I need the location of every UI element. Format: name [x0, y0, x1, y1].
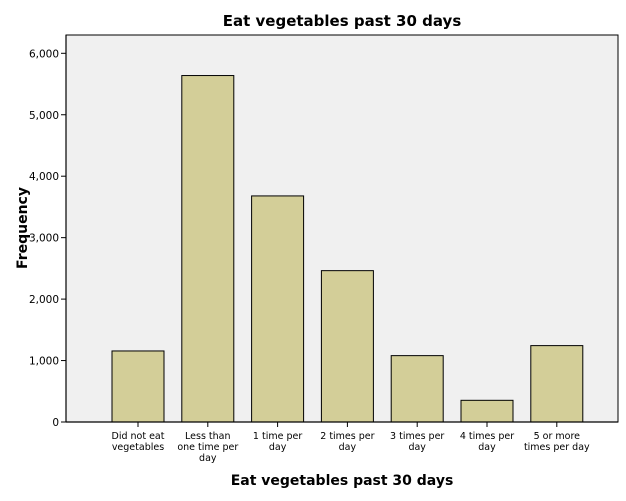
x-tick-label-line: vegetables — [112, 442, 164, 453]
x-tick-label-line: times per day — [524, 442, 590, 453]
x-tick-label: 5 or more times per day — [524, 431, 590, 453]
x-tick-label: Did not eat vegetables — [112, 431, 165, 453]
x-tick-label-line: one time per — [177, 442, 238, 453]
x-tick-label-line: 4 times per — [460, 431, 514, 442]
x-tick-label: 2 times per day — [320, 431, 374, 453]
x-tick-label: 3 times per day — [390, 431, 444, 453]
bar-0 — [111, 350, 165, 423]
bar-5 — [460, 399, 514, 423]
x-tick-label-line: 5 or more — [534, 431, 581, 442]
y-axis-label: Frequency — [15, 187, 31, 269]
x-tick-label: Less than one time per day — [177, 431, 238, 464]
bar-3 — [320, 270, 374, 423]
x-tick-label-line: 1 time per — [253, 431, 302, 442]
y-tick-label: 2,000 — [29, 294, 59, 306]
x-tick-label-line: Did not eat — [112, 431, 165, 442]
x-axis-label: Eat vegetables past 30 days — [231, 473, 454, 489]
bar-2 — [251, 195, 305, 423]
chart-title: Eat vegetables past 30 days — [223, 12, 462, 30]
y-tick-label: 5,000 — [29, 110, 59, 122]
x-tick-label-line: day — [408, 442, 426, 453]
x-tick-label-line: day — [478, 442, 496, 453]
x-tick-label: 1 time per day — [253, 431, 302, 453]
y-tick-label: 1,000 — [29, 356, 59, 368]
x-tick-label-line: day — [199, 453, 217, 464]
x-tick-label: 4 times per day — [460, 431, 514, 453]
y-tick-label: 6,000 — [29, 48, 59, 60]
y-tick-label: 4,000 — [29, 171, 59, 183]
x-tick-label-line: 2 times per — [320, 431, 374, 442]
bar-6 — [530, 345, 584, 423]
y-tick-label: 3,000 — [29, 233, 59, 245]
x-tick-label-line: day — [339, 442, 357, 453]
y-tick-label: 0 — [52, 417, 59, 429]
bar-1 — [181, 75, 235, 423]
x-tick-label-line: Less than — [185, 431, 230, 442]
x-tick-label-line: day — [269, 442, 287, 453]
bar-4 — [390, 355, 444, 423]
x-tick-label-line: 3 times per — [390, 431, 444, 442]
